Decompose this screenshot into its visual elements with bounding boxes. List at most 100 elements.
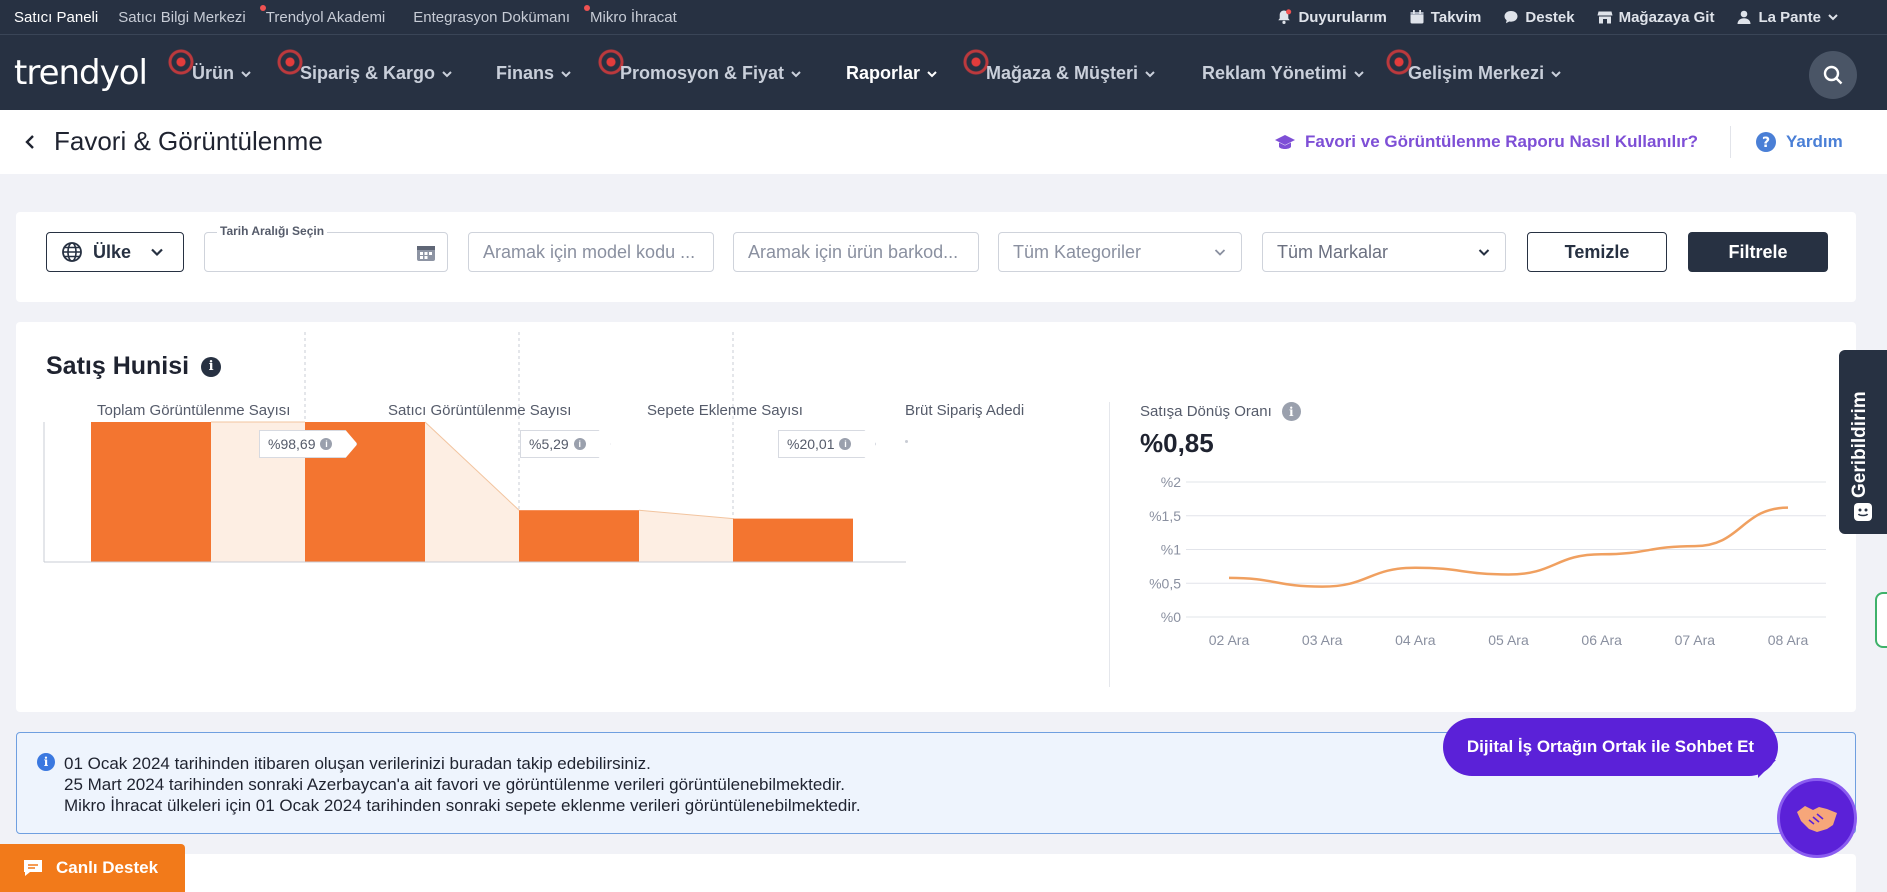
date-range-picker[interactable]: Tarih Aralığı Seçin [204,224,448,272]
ai-chat-button[interactable]: Dijital İş Ortağın Ortak ile Sohbet Et [1443,718,1778,776]
trendyol-logo[interactable]: trendyol [14,53,148,93]
x-tick-label: 05 Ara [1488,632,1529,648]
nav-item-label: Mağaza & Müşteri [986,63,1139,83]
top-link-seller-panel[interactable]: Satıcı Paneli [14,8,99,26]
globe-icon [62,242,82,262]
chevron-down-icon [1214,249,1226,256]
support-link[interactable]: Destek [1503,9,1575,26]
nav-notification-dot-icon [598,49,624,75]
question-circle-icon: ? [1756,132,1776,152]
handshake-icon [1797,806,1837,832]
filter-button[interactable]: Filtrele [1688,232,1828,272]
howto-link[interactable]: Favori ve Görüntülenme Raporu Nasıl Kull… [1275,132,1698,152]
x-tick-label: 02 Ara [1209,632,1250,648]
nav-notification-dot-icon [277,49,303,75]
data-point[interactable] [1319,584,1325,590]
funnel-connector [425,422,519,562]
funnel-rate-empty-dot [905,440,908,443]
nav-item-ad-management[interactable]: Reklam Yönetimi [1202,63,1365,84]
chat-icon [24,860,42,876]
feedback-tab[interactable]: Geribildirim [1839,350,1887,534]
conversion-label-text: Satışa Dönüş Oranı [1140,403,1272,420]
nav-item-label: Promosyon & Fiyat [620,63,785,83]
search-button[interactable] [1809,51,1857,99]
info-icon[interactable]: i [320,438,332,450]
svg-text:?: ? [1762,135,1770,151]
clear-button[interactable]: Temizle [1527,232,1667,272]
nav-notification-dot-icon [963,49,989,75]
banner-line: 01 Ocak 2024 tarihinden itibaren oluşan … [64,754,651,773]
help-link[interactable]: ? Yardım [1756,132,1843,152]
y-tick-label: %1 [1161,542,1181,558]
nav-item-store-customer[interactable]: Mağaza & Müşteri [986,63,1156,84]
x-tick-label: 04 Ara [1395,632,1436,648]
info-icon: i [37,753,55,771]
x-tick-label: 07 Ara [1675,632,1716,648]
y-tick-label: %0,5 [1149,575,1181,591]
data-point[interactable] [1599,551,1605,557]
info-icon[interactable]: i [201,356,222,377]
chat-bubble-button[interactable] [1777,778,1857,858]
data-point[interactable] [1785,505,1791,511]
conversion-value: %0,85 [1140,428,1214,458]
store-label: Mağazaya Git [1618,8,1715,26]
calendar-label: Takvim [1430,8,1482,26]
top-links: Satıcı Paneli Satıcı Bilgi Merkezi Trend… [0,0,687,34]
funnel-connector-edge [424,421,520,511]
country-select[interactable]: Ülke [46,232,184,272]
edge-widget[interactable] [1875,592,1887,648]
funnel-title: Satış Hunisi i [46,352,222,381]
nav-item-order-shipping[interactable]: Sipariş & Kargo [300,63,453,84]
top-link-micro-export[interactable]: Mikro İhracat [580,4,687,26]
live-support-button[interactable]: Canlı Destek [0,844,185,892]
conversion-label: Satışa Dönüş Oranı i [1140,402,1301,421]
funnel-bar[interactable] [91,422,211,562]
brand-select[interactable]: Tüm Markalar [1262,232,1506,272]
data-point[interactable] [1506,571,1512,577]
user-name: La Pante [1758,8,1821,26]
info-icon[interactable]: i [839,438,851,450]
data-point[interactable] [1412,565,1418,571]
chevron-down-icon [1145,70,1155,77]
user-menu[interactable]: La Pante [1736,9,1839,26]
back-arrow-icon[interactable] [20,132,40,152]
barcode-search-input[interactable]: Aramak için ürün barkod... [733,232,979,272]
nav-item-growth-center[interactable]: Gelişim Merkezi [1408,63,1562,84]
x-tick-label: 03 Ara [1302,632,1343,648]
date-range-label: Tarih Aralığı Seçin [217,224,328,238]
info-icon[interactable]: i [574,438,586,450]
nav-item-finance[interactable]: Finans [496,63,572,84]
filter-panel: Ülke Tarih Aralığı Seçin Aramak için mod… [16,212,1856,302]
calendar-link[interactable]: Takvim [1409,8,1482,26]
category-select[interactable]: Tüm Kategoriler [998,232,1242,272]
model-code-search-input[interactable]: Aramak için model kodu ... [468,232,714,272]
funnel-bar[interactable] [519,510,639,562]
banner-line: Mikro İhracat ülkeleri için 01 Ocak 2024… [64,796,861,815]
nav-item-label: Sipariş & Kargo [300,63,436,83]
top-link-integration-docs[interactable]: Entegrasyon Dokümanı [413,8,571,26]
chevron-down-icon [1551,70,1561,77]
x-tick-label: 08 Ara [1768,632,1809,648]
top-link-academy[interactable]: Trendyol Akademi [256,4,396,26]
live-support-label: Canlı Destek [56,858,159,877]
nav-item-promotion-price[interactable]: Promosyon & Fiyat [620,63,802,84]
store-link[interactable]: Mağazaya Git [1597,8,1715,26]
brand-placeholder: Tüm Markalar [1277,241,1389,262]
top-link-seller-info-center[interactable]: Satıcı Bilgi Merkezi [118,8,246,26]
nav-notification-dot-icon [1386,49,1412,75]
next-panel [16,854,1856,892]
data-point[interactable] [1692,543,1698,549]
store-icon [1597,11,1613,24]
announcements-link[interactable]: Duyurularım [1276,9,1387,26]
banner-line: 25 Mart 2024 tarihinden sonraki Azerbayc… [64,775,845,794]
chat-icon [1504,11,1518,24]
nav-item-reports[interactable]: Raporlar [846,63,938,84]
page-header: Favori & Görüntülenme Favori ve Görüntül… [0,110,1887,174]
nav-item-product[interactable]: Ürün [192,63,252,84]
chevron-down-icon [927,70,937,77]
funnel-bar[interactable] [733,518,853,562]
chevron-down-icon [1478,249,1490,256]
calendar-icon [417,246,435,261]
data-point[interactable] [1226,575,1232,581]
info-icon[interactable]: i [1281,402,1301,421]
